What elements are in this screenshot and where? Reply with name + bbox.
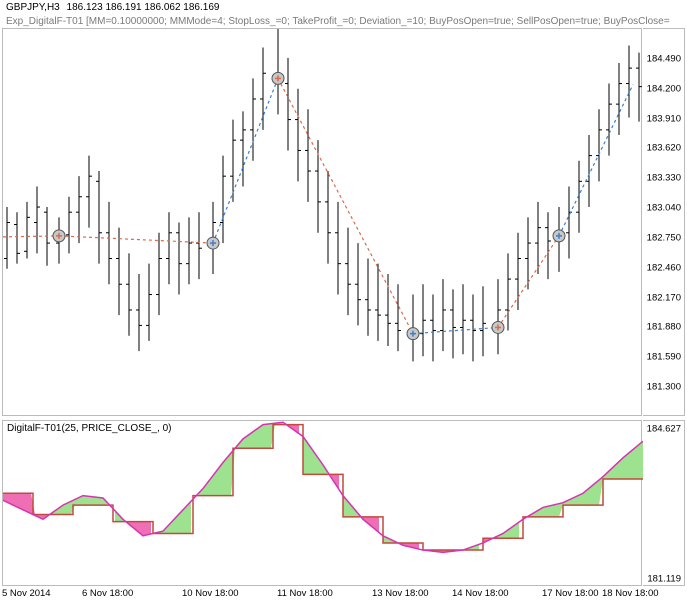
- yaxis-tick: 182.460: [647, 262, 681, 273]
- xaxis-tick: 10 Nov 18:00: [182, 588, 239, 599]
- sub-yaxis: 184.627 181.119: [643, 420, 685, 586]
- xaxis-tick: 5 Nov 2014: [2, 588, 51, 599]
- time-xaxis: 5 Nov 2014 6 Nov 18:00 10 Nov 18:00 11 Nov …: [2, 588, 642, 606]
- sub-yaxis-tick: 181.119: [647, 574, 681, 585]
- chart-container: GBPJPY,H3 186.123 186.191 186.062 186.16…: [0, 0, 687, 610]
- xaxis-tick: 17 Nov 18:00: [542, 588, 599, 599]
- yaxis-tick: 183.330: [647, 173, 681, 184]
- ohlc-text: 186.123 186.191 186.062 186.169: [67, 2, 220, 13]
- yaxis-tick: 181.880: [647, 322, 681, 333]
- expert-params: Exp_DigitalF-T01 [MM=0.10000000; MMMode=…: [6, 16, 670, 27]
- yaxis-tick: 183.040: [647, 203, 681, 214]
- indicator-subchart[interactable]: DigitalF-T01(25, PRICE_CLOSE_, 0): [2, 420, 642, 586]
- xaxis-tick: 18 Nov 18:00: [602, 588, 659, 599]
- symbol-header: GBPJPY,H3 186.123 186.191 186.062 186.16…: [6, 2, 219, 13]
- yaxis-tick: 182.750: [647, 232, 681, 243]
- main-price-chart[interactable]: [2, 28, 642, 416]
- sub-yaxis-tick: 184.627: [647, 424, 681, 435]
- yaxis-tick: 183.620: [647, 143, 681, 154]
- main-yaxis: 184.490 184.200 183.910 183.620 183.330 183.0…: [643, 28, 685, 416]
- symbol-text: GBPJPY,H3: [6, 2, 60, 13]
- indicator-label: DigitalF-T01(25, PRICE_CLOSE_, 0): [7, 423, 172, 434]
- xaxis-tick: 11 Nov 18:00: [277, 588, 333, 599]
- xaxis-tick: 13 Nov 18:00: [372, 588, 429, 599]
- yaxis-tick: 184.490: [647, 53, 681, 64]
- yaxis-tick: 181.300: [647, 382, 681, 393]
- xaxis-tick: 6 Nov 18:00: [82, 588, 133, 599]
- yaxis-tick: 182.170: [647, 292, 681, 303]
- yaxis-tick: 183.910: [647, 113, 681, 124]
- yaxis-tick: 181.590: [647, 352, 681, 363]
- yaxis-tick: 184.200: [647, 83, 681, 94]
- xaxis-tick: 14 Nov 18:00: [452, 588, 509, 599]
